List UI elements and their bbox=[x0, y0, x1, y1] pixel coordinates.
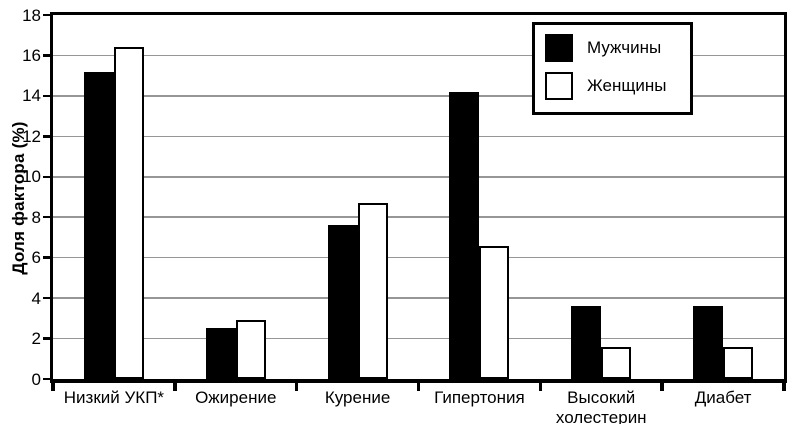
y-tick-label-0: 0 bbox=[31, 369, 41, 389]
gridline-2 bbox=[53, 337, 784, 340]
y-tick-14 bbox=[43, 94, 50, 98]
gridline-6 bbox=[53, 256, 784, 259]
legend-label-Женщины: Женщины bbox=[587, 76, 667, 95]
y-tick-label-8: 8 bbox=[31, 207, 41, 227]
bar-Женщины-Высокий холестерин bbox=[601, 346, 632, 379]
x-category-label-6: Диабет bbox=[694, 388, 752, 407]
bar-Женщины-Ожирение bbox=[235, 320, 266, 379]
legend-item-Женщины: Женщины bbox=[545, 71, 666, 101]
bar-Женщины-Низкий УКП* bbox=[113, 47, 144, 379]
bar-Женщины-Гипертония bbox=[479, 245, 510, 379]
x-tick-2 bbox=[294, 382, 299, 391]
y-tick-16 bbox=[43, 54, 50, 57]
x-category-label-5: Высокий холестерин bbox=[555, 388, 647, 424]
bar-Женщины-Курение bbox=[357, 203, 388, 379]
y-tick-label-16: 16 bbox=[22, 45, 41, 65]
bar-Женщины-Диабет bbox=[723, 346, 754, 379]
gridline-4 bbox=[53, 297, 784, 299]
y-tick-8 bbox=[43, 215, 50, 219]
y-tick-label-6: 6 bbox=[31, 248, 41, 268]
y-tick-0 bbox=[43, 377, 50, 381]
x-tick-1 bbox=[173, 382, 177, 391]
x-tick-0 bbox=[51, 382, 55, 391]
legend-swatch-Мужчины-icon bbox=[545, 34, 573, 62]
gridline-8 bbox=[53, 216, 784, 218]
legend: Мужчины Женщины bbox=[532, 22, 693, 115]
legend-swatch-Женщины-icon bbox=[545, 72, 573, 100]
y-tick-label-4: 4 bbox=[31, 288, 41, 308]
y-tick-2 bbox=[43, 337, 50, 340]
y-tick-label-10: 10 bbox=[22, 167, 41, 187]
x-tick-5 bbox=[660, 382, 664, 391]
y-tick-label-14: 14 bbox=[22, 86, 41, 106]
gridline-12 bbox=[53, 135, 784, 138]
y-tick-label-18: 18 bbox=[22, 5, 41, 25]
y-tick-10 bbox=[43, 175, 50, 179]
y-tick-12 bbox=[43, 135, 50, 138]
y-tick-label-12: 12 bbox=[22, 126, 41, 146]
y-tick-18 bbox=[43, 13, 50, 17]
y-tick-4 bbox=[43, 296, 50, 300]
legend-item-Мужчины: Мужчины bbox=[545, 33, 661, 63]
y-tick-label-2: 2 bbox=[31, 329, 41, 349]
x-category-label-3: Курение bbox=[324, 388, 391, 407]
x-category-label-2: Ожирение bbox=[195, 388, 277, 407]
y-tick-6 bbox=[43, 256, 50, 259]
bar-Мужчины-Диабет bbox=[693, 306, 724, 379]
gridline-10 bbox=[53, 176, 784, 178]
bar-Мужчины-Курение bbox=[327, 225, 358, 379]
gridline-14 bbox=[53, 95, 784, 97]
bar-Мужчины-Низкий УКП* bbox=[83, 71, 114, 379]
bar-Мужчины-Ожирение bbox=[205, 328, 236, 379]
x-tick-6 bbox=[782, 382, 786, 391]
bar-Мужчины-Высокий холестерин bbox=[571, 306, 602, 379]
x-category-label-1: Низкий УКП* bbox=[63, 388, 165, 407]
bar-Мужчины-Гипертония bbox=[449, 91, 480, 379]
gridline-16 bbox=[53, 54, 784, 57]
plot-inner bbox=[53, 15, 784, 379]
legend-label-Мужчины: Мужчины bbox=[587, 38, 662, 57]
x-tick-4 bbox=[538, 382, 543, 391]
x-tick-3 bbox=[416, 382, 421, 391]
x-category-label-4: Гипертония bbox=[434, 388, 525, 407]
